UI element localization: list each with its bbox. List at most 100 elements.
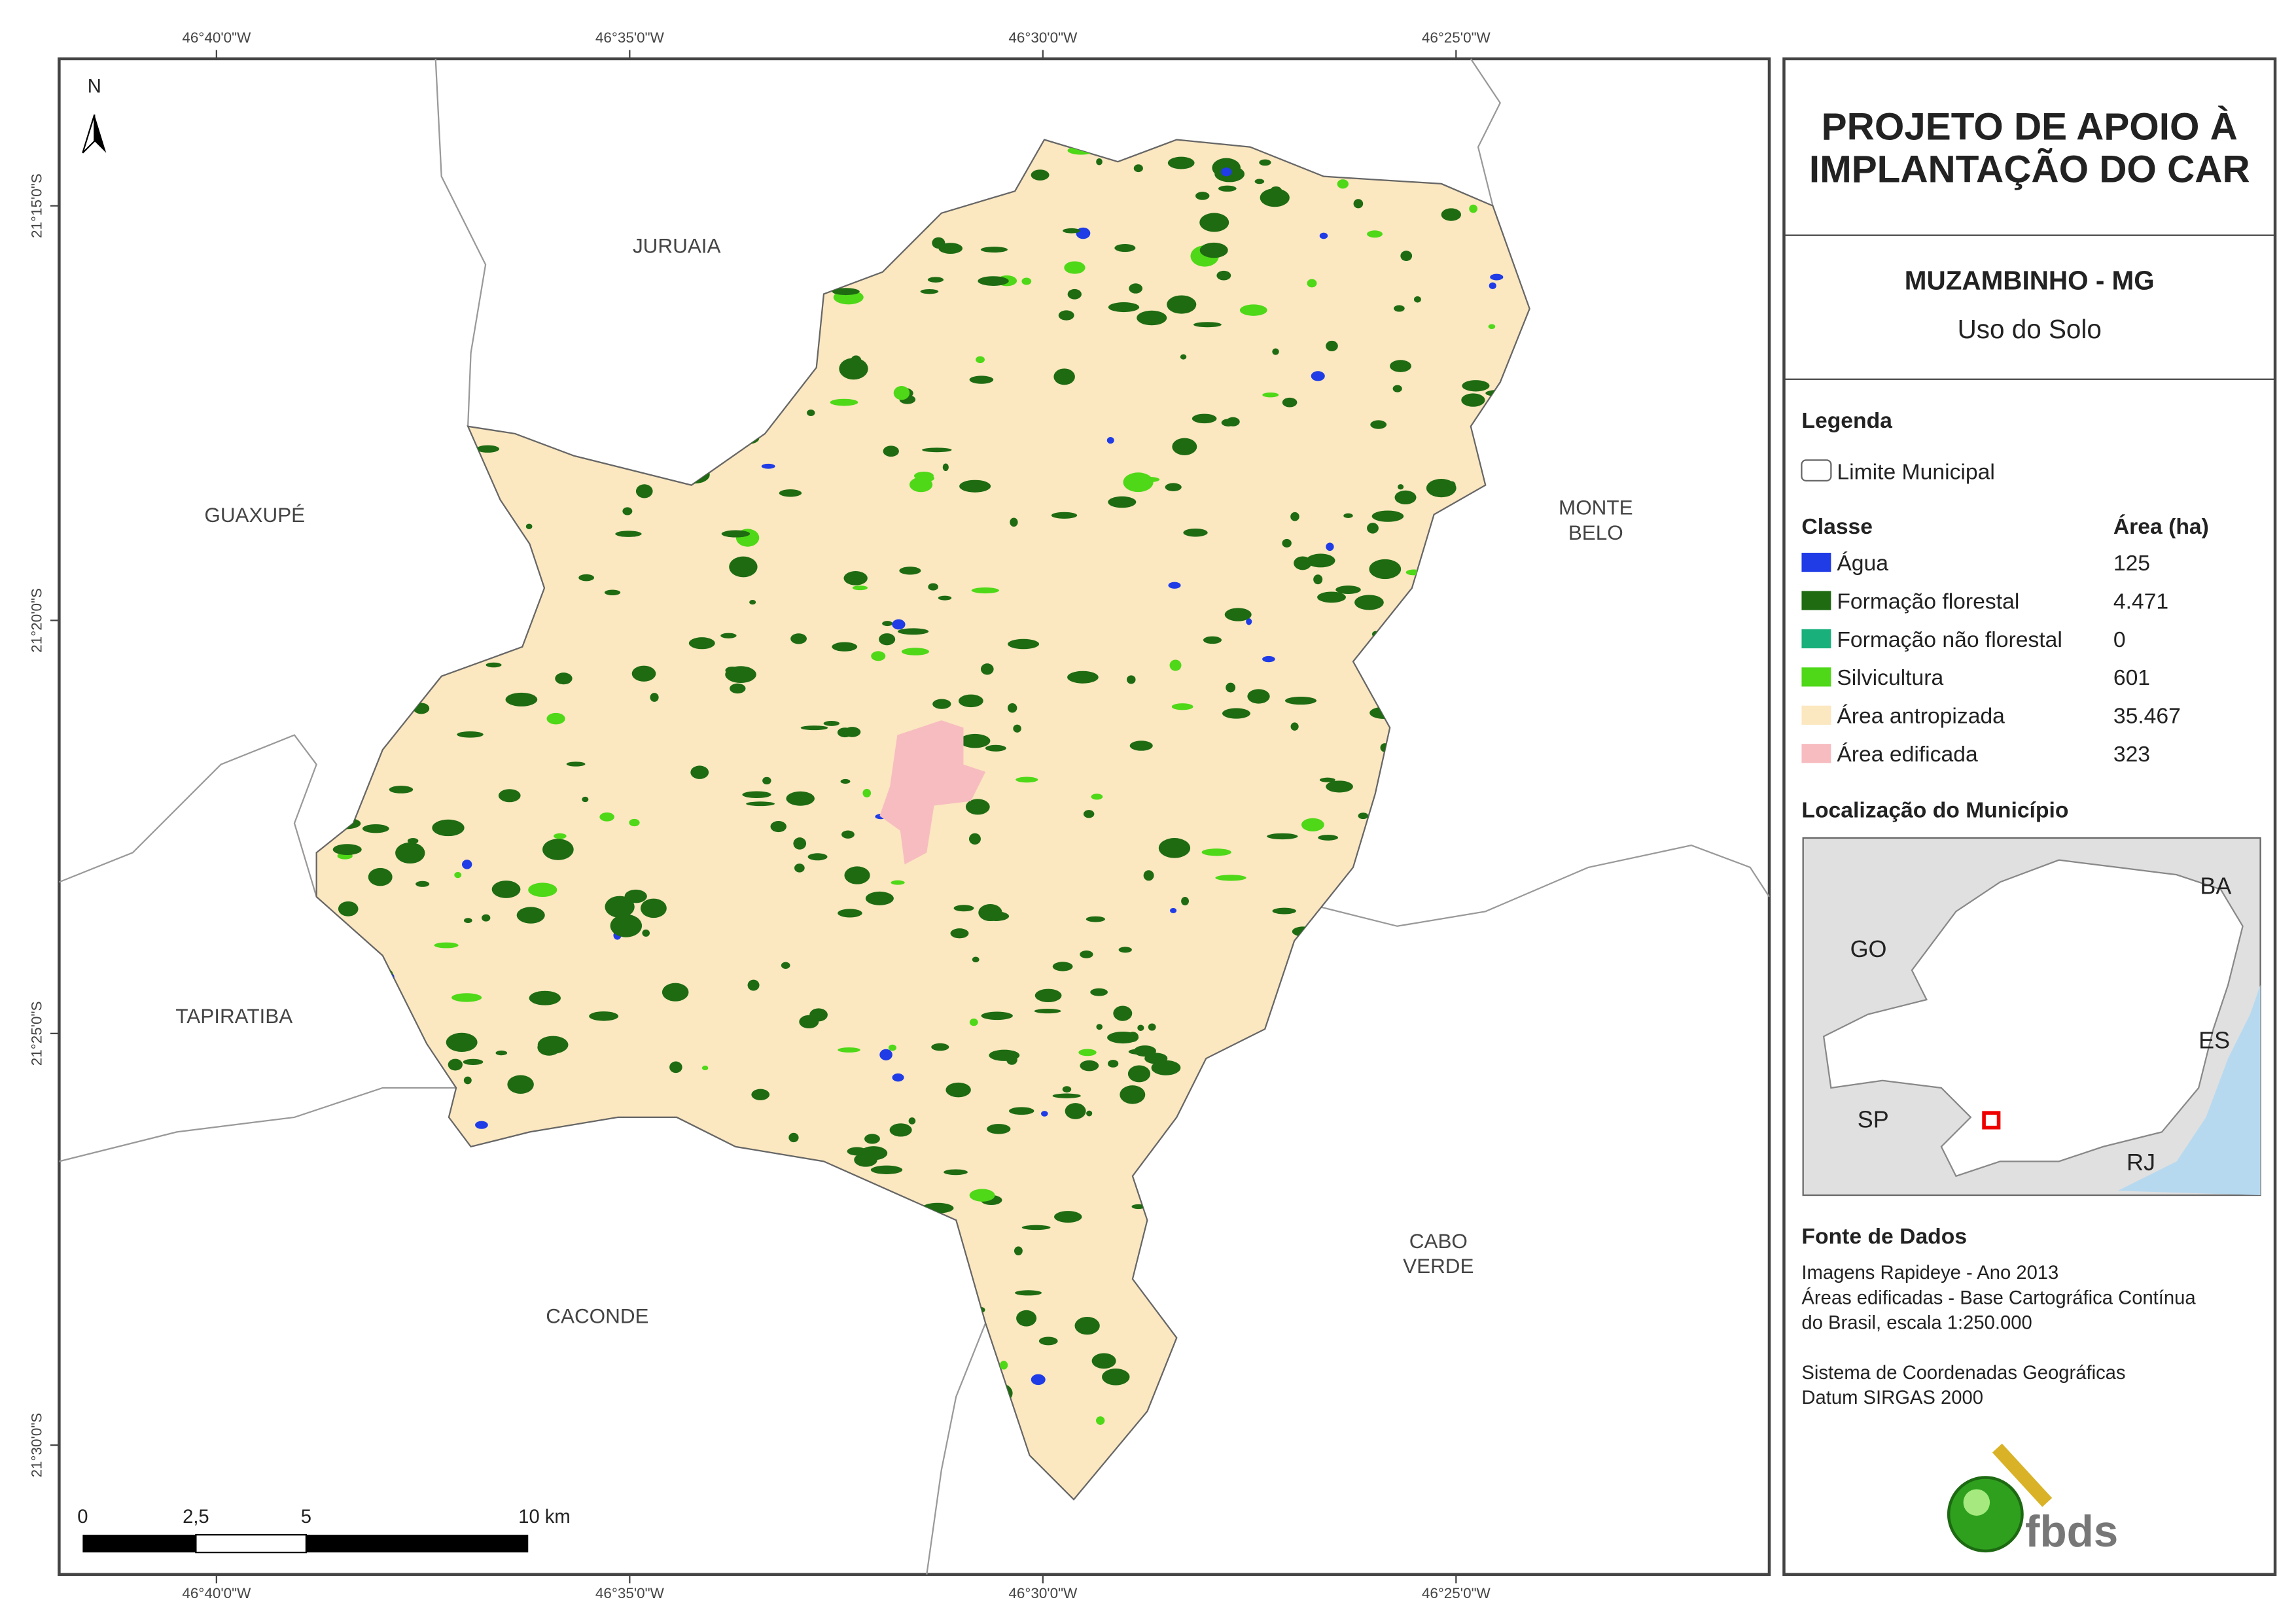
land-patch [725,666,756,684]
land-patch [847,1147,867,1156]
land-patch [1313,574,1323,585]
land-patch [622,507,633,515]
land-patch [720,633,737,638]
land-patch [1222,708,1250,719]
land-patch [1394,490,1417,505]
land-patch [1095,1416,1105,1425]
land-patch [1192,413,1217,424]
land-patch [889,1123,912,1137]
class-area: 125 [2113,551,2150,576]
land-patch [985,744,1006,752]
land-patch [495,1050,508,1056]
land-patch [1337,179,1349,189]
land-patch [1127,1065,1151,1083]
land-patch [1123,472,1154,493]
land-patch [624,889,647,903]
land-patch [1392,385,1402,393]
land-patch [1272,348,1279,355]
land-patch [1051,512,1078,519]
land-patch [1285,696,1317,705]
land-patch [838,909,862,918]
land-patch [1040,1111,1048,1117]
land-patch [1038,1336,1058,1346]
land-patch [1319,777,1335,782]
land-patch [1014,1246,1023,1255]
land-patch [1335,585,1361,594]
land-patch [1447,481,1456,489]
land-patch [546,712,565,725]
longitude-label: 46°30'0"W [1008,29,1078,46]
land-patch [1083,810,1095,818]
land-patch [1021,1225,1051,1230]
longitude-label: 46°40'0"W [182,29,251,46]
land-patch [1114,244,1136,253]
land-patch [922,447,952,453]
land-patch [1306,553,1335,568]
land-patch [1343,513,1353,519]
land-patch [578,574,595,582]
land-patch [505,692,538,707]
land-patch [1247,689,1270,704]
land-patch [1118,947,1132,953]
land-patch [1052,962,1073,971]
area-header: Área (ha) [2113,514,2209,539]
land-patch [927,277,944,283]
land-patch [1010,517,1018,527]
land-patch [980,247,1008,253]
land-patch [901,648,930,655]
land-patch [1461,393,1485,407]
land-patch [832,642,858,652]
land-patch [1167,295,1197,314]
land-patch [1201,848,1231,856]
land-patch [1369,559,1402,580]
land-patch [1354,595,1384,610]
land-patch [1195,192,1210,200]
land-patch [1317,591,1346,603]
land-patch [589,1011,619,1021]
neighbor-name: CACONDE [546,1305,648,1328]
land-patch [978,904,1002,922]
longitude-label: 46°35'0"W [595,1585,665,1601]
land-patch [1311,371,1325,381]
class-area: 601 [2113,665,2150,690]
land-patch [451,993,482,1002]
land-patch [1262,392,1279,398]
land-patch [892,1073,904,1082]
land-patch [1215,875,1246,881]
land-patch [1096,1024,1103,1030]
land-patch [742,791,771,799]
land-patch [1151,1060,1181,1075]
land-patch [981,1011,1013,1021]
land-patch [482,914,491,922]
land-patch [1226,682,1236,693]
land-patch [1490,273,1504,281]
logo-text: fbds [2025,1507,2118,1556]
longitude-label: 46°35'0"W [595,29,665,46]
land-patch [432,819,465,837]
land-patch [1034,1009,1061,1014]
land-patch [454,871,462,879]
land-patch [463,1076,472,1085]
land-patch [959,480,991,493]
state-label: SP [1858,1106,1889,1133]
land-patch [841,830,855,839]
class-area: 323 [2113,742,2150,767]
land-patch [899,567,921,575]
neighbor-name: MONTE [1559,497,1633,519]
land-patch [1170,907,1177,913]
land-patch [582,796,589,803]
neighbor-boundaries [58,58,1770,1575]
subtitle: Uso do Solo [1958,314,2102,344]
land-patch [1469,204,1477,213]
land-patch [1180,354,1187,360]
land-patch [832,288,860,296]
land-patch [1168,582,1181,589]
land-patch [879,633,896,646]
land-patch [729,556,758,578]
land-patch [958,694,983,708]
land-patch [830,398,858,406]
land-patch [1016,1310,1037,1327]
land-patch [669,1061,682,1073]
land-patch [1008,638,1040,650]
neighbor-name: JURUAIA [633,235,721,258]
